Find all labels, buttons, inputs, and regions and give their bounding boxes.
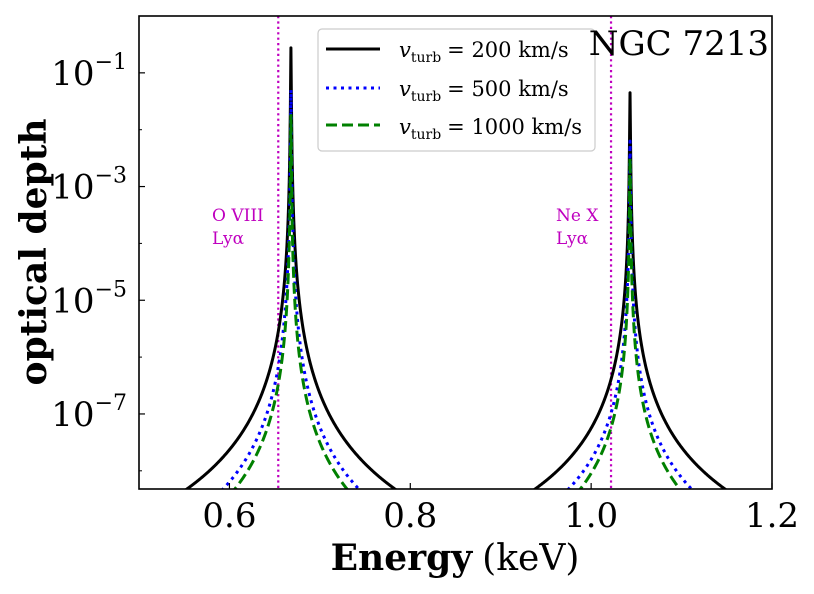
legend-box <box>317 28 596 152</box>
series-line <box>232 113 349 489</box>
y-tick-label: 10−1 <box>51 50 127 94</box>
series-line <box>578 156 682 489</box>
line-label-oviii-1: O VIII <box>212 206 264 226</box>
y-tick-label: 10−5 <box>51 277 127 321</box>
legend-label-1000: vturb = 1000 km/s <box>399 115 582 143</box>
y-axis-ticks: 10−1 10−3 10−5 10−7 <box>51 50 145 472</box>
series-group <box>184 46 728 489</box>
series-line <box>566 139 694 489</box>
series-line <box>184 46 398 489</box>
x-tick-label: 0.8 <box>383 496 437 536</box>
line-label-nex-2: Lyα <box>556 229 589 249</box>
y-tick-label: 10−3 <box>51 164 127 208</box>
y-axis-title: optical depth <box>13 119 55 386</box>
line-label-nex-1: Ne X <box>556 206 599 226</box>
x-axis-title: Energy (keV) <box>331 537 580 579</box>
legend: vturb = 200 km/s vturb = 500 km/s vturb = 1… <box>317 28 596 152</box>
legend-label-200: vturb = 200 km/s <box>399 38 569 66</box>
y-tick-label: 10−7 <box>51 391 127 435</box>
x-tick-label: 1.0 <box>564 496 618 536</box>
series-line <box>221 88 361 489</box>
x-tick-label: 0.6 <box>202 496 256 536</box>
series-line <box>532 91 728 489</box>
x-tick-label: 1.2 <box>745 496 799 536</box>
line-label-oviii-2: Lyα <box>212 229 245 249</box>
x-axis-ticks: 0.6 0.8 1.0 1.2 <box>202 483 799 536</box>
legend-label-500: vturb = 500 km/s <box>399 77 569 105</box>
plot-frame <box>138 15 773 490</box>
chart-title: NGC 7213 <box>589 24 769 64</box>
